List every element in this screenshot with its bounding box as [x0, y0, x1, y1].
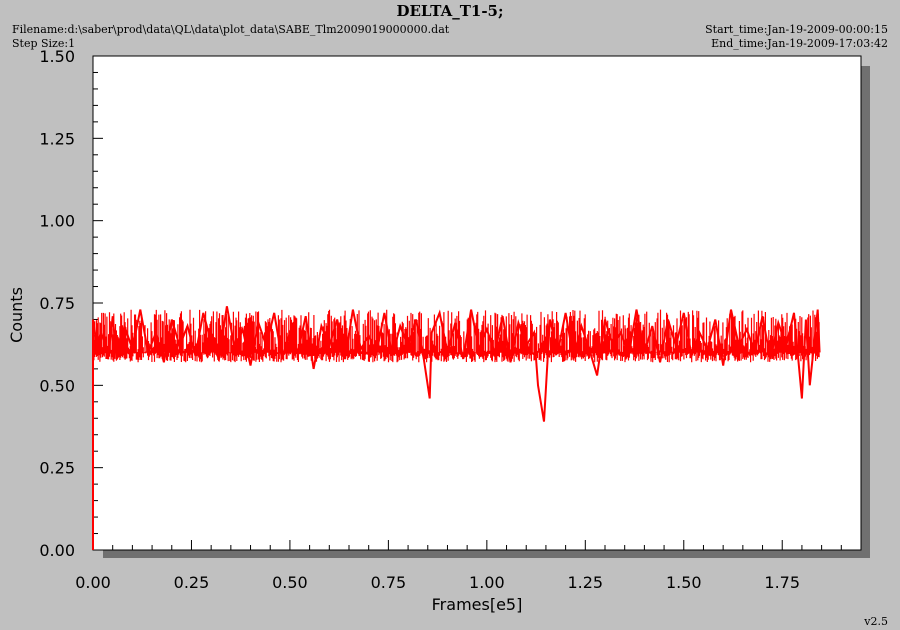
y-tick-label: 0.50 — [39, 376, 75, 395]
x-tick-label: 1.25 — [567, 573, 603, 592]
x-tick-label: 0.75 — [371, 573, 407, 592]
x-tick-label: 1.00 — [469, 573, 505, 592]
y-axis-title: Counts — [7, 287, 26, 343]
y-tick-label: 0.00 — [39, 541, 75, 560]
y-tick-label: 0.75 — [39, 294, 75, 313]
plot-area — [92, 55, 862, 551]
y-tick-label: 1.25 — [39, 129, 75, 148]
series-noise-band — [92, 309, 820, 363]
chart-title: DELTA_T1-5; — [396, 2, 504, 20]
x-tick-label: 1.75 — [764, 573, 800, 592]
y-tick-label: 1.00 — [39, 212, 75, 231]
y-tick-label: 0.25 — [39, 459, 75, 478]
x-tick-label: 0.50 — [272, 573, 308, 592]
y-tick-label: 1.50 — [39, 47, 75, 66]
version-label: v2.5 — [864, 615, 888, 628]
x-axis-title: Frames[e5] — [432, 595, 523, 614]
x-tick-label: 1.50 — [666, 573, 702, 592]
filename-label: Filename:d:\saber\prod\data\QL\data\plot… — [12, 23, 450, 36]
x-tick-label: 0.25 — [174, 573, 210, 592]
x-tick-label: 0.00 — [75, 573, 111, 592]
end-time-label: End_time:Jan-19-2009-17:03:42 — [711, 37, 888, 50]
step-size-label: Step Size:1 — [12, 37, 76, 50]
start-time-label: Start_time:Jan-19-2009-00:00:15 — [705, 23, 888, 36]
